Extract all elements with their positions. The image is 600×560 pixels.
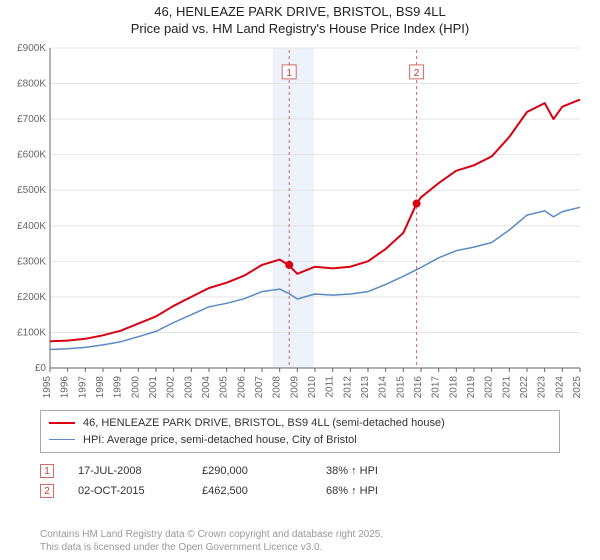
svg-text:1997: 1997 (77, 376, 88, 399)
svg-text:1: 1 (286, 68, 292, 79)
marker-delta-2: 68% ↑ HPI (326, 485, 426, 497)
svg-text:2004: 2004 (201, 376, 212, 399)
svg-text:1996: 1996 (60, 376, 71, 399)
svg-text:2001: 2001 (148, 376, 159, 399)
marker-price-2: £462,500 (202, 485, 302, 497)
svg-text:£0: £0 (35, 363, 47, 374)
title-line-1: 46, HENLEAZE PARK DRIVE, BRISTOL, BS9 4L… (0, 4, 600, 19)
svg-text:£400K: £400K (17, 221, 46, 232)
marker-price-1: £290,000 (202, 465, 302, 477)
chart-area: £0 £100K £200K £300K £400K £500K £600K £700K £80… (10, 40, 590, 400)
svg-text:£600K: £600K (17, 150, 46, 161)
svg-text:2019: 2019 (466, 376, 477, 399)
svg-text:2: 2 (414, 68, 420, 79)
svg-text:2006: 2006 (236, 376, 247, 399)
svg-text:2020: 2020 (484, 376, 495, 399)
legend-swatch-hpi (49, 439, 75, 440)
marker-badge-2: 2 (40, 484, 54, 498)
svg-text:1995: 1995 (42, 376, 53, 399)
svg-text:2012: 2012 (342, 376, 353, 399)
footer-attribution: Contains HM Land Registry data © Crown c… (40, 528, 383, 554)
legend: 46, HENLEAZE PARK DRIVE, BRISTOL, BS9 4L… (40, 410, 560, 453)
svg-text:2017: 2017 (431, 376, 442, 399)
svg-text:2018: 2018 (448, 376, 459, 399)
price-chart: £0 £100K £200K £300K £400K £500K £600K £700K £80… (10, 40, 590, 400)
svg-text:2009: 2009 (289, 376, 300, 399)
marker-row-2: 2 02-OCT-2015 £462,500 68% ↑ HPI (40, 484, 560, 498)
svg-text:2002: 2002 (166, 376, 177, 399)
svg-text:2011: 2011 (325, 376, 336, 398)
svg-text:2021: 2021 (501, 376, 512, 399)
legend-label-subject: 46, HENLEAZE PARK DRIVE, BRISTOL, BS9 4L… (83, 415, 445, 432)
marker-row-1: 1 17-JUL-2008 £290,000 38% ↑ HPI (40, 464, 560, 478)
svg-text:2014: 2014 (378, 376, 389, 399)
marker-date-2: 02-OCT-2015 (78, 485, 178, 497)
svg-text:1999: 1999 (113, 376, 124, 399)
svg-text:£900K: £900K (17, 43, 46, 54)
title-line-2: Price paid vs. HM Land Registry's House … (0, 21, 600, 36)
svg-text:1998: 1998 (95, 376, 106, 399)
legend-swatch-subject (49, 422, 75, 424)
marker-date-1: 17-JUL-2008 (78, 465, 178, 477)
footer-line-1: Contains HM Land Registry data © Crown c… (40, 528, 383, 541)
svg-text:£500K: £500K (17, 185, 46, 196)
legend-label-hpi: HPI: Average price, semi-detached house,… (83, 432, 357, 449)
svg-text:2013: 2013 (360, 376, 371, 399)
svg-text:£100K: £100K (17, 327, 46, 338)
svg-text:£300K: £300K (17, 256, 46, 267)
sale-markers-block: 1 17-JUL-2008 £290,000 38% ↑ HPI 2 02-OC… (40, 458, 560, 498)
svg-text:2016: 2016 (413, 376, 424, 399)
footer-line-2: This data is licensed under the Open Gov… (40, 541, 383, 554)
legend-row-subject: 46, HENLEAZE PARK DRIVE, BRISTOL, BS9 4L… (49, 415, 551, 432)
svg-text:£200K: £200K (17, 292, 46, 303)
svg-text:2024: 2024 (554, 376, 565, 399)
svg-text:£800K: £800K (17, 79, 46, 90)
svg-text:2015: 2015 (395, 376, 406, 399)
svg-text:2003: 2003 (183, 376, 194, 399)
svg-text:2010: 2010 (307, 376, 318, 399)
svg-text:£700K: £700K (17, 114, 46, 125)
chart-title-block: 46, HENLEAZE PARK DRIVE, BRISTOL, BS9 4L… (0, 0, 600, 36)
marker-delta-1: 38% ↑ HPI (326, 465, 426, 477)
svg-text:2022: 2022 (519, 376, 530, 399)
svg-text:2005: 2005 (219, 376, 230, 399)
svg-text:2023: 2023 (537, 376, 548, 399)
svg-text:2025: 2025 (572, 376, 583, 399)
svg-text:2000: 2000 (130, 376, 141, 399)
marker-badge-1: 1 (40, 464, 54, 478)
svg-text:2008: 2008 (272, 376, 283, 399)
svg-text:2007: 2007 (254, 376, 265, 399)
legend-row-hpi: HPI: Average price, semi-detached house,… (49, 432, 551, 449)
